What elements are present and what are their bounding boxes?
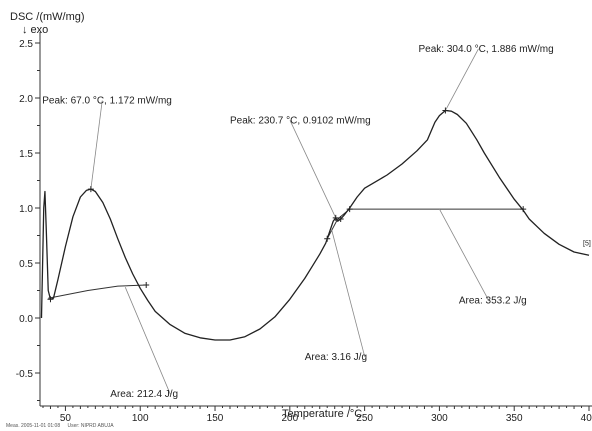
y-axis-title: DSC /(mW/mg)	[10, 11, 85, 23]
area-1-label-leader	[124, 287, 171, 395]
y-tick-label: 2.5	[19, 39, 33, 50]
y-tick-label: 1.0	[19, 204, 33, 215]
curve-marker	[520, 206, 527, 213]
curve-tag: [5]	[583, 240, 591, 247]
y-tick-label: 2.0	[19, 94, 33, 105]
y-tick-label: 1.5	[19, 149, 33, 160]
y-tick-label: 0.0	[19, 314, 33, 325]
area-2-label: Area: 3.16 J/g	[305, 352, 367, 363]
x-tick-label: 50	[60, 413, 72, 424]
peak-2-label: Peak: 230.7 °C, 0.9102 mW/mg	[230, 115, 371, 126]
x-tick-label: 300	[431, 413, 448, 424]
baseline-1	[48, 284, 147, 299]
x-axis-title: Temperature /°C	[282, 408, 363, 420]
area-3-label: Area: 353.2 J/g	[459, 296, 527, 307]
peak-2-label-leader	[289, 120, 337, 219]
x-tick-label: 400	[581, 413, 592, 424]
curve-marker	[346, 206, 353, 213]
footer-meta: Meas. 2005-11-01 01:08 User: NIPRD ABUJA	[6, 423, 120, 429]
y-tick-label: -0.5	[16, 369, 34, 380]
footer-user: User: NIPRD ABUJA	[67, 423, 114, 429]
curve-marker	[332, 214, 339, 221]
curve-marker	[337, 216, 344, 222]
peak-3-label-leader	[445, 48, 479, 111]
area-1-label: Area: 212.4 J/g	[110, 389, 178, 400]
x-tick-label: 250	[356, 413, 373, 424]
curve-marker	[87, 186, 94, 193]
peak-1-label-leader	[90, 100, 103, 190]
peak-3-label: Peak: 304.0 °C, 1.886 mW/mg	[418, 44, 553, 55]
area-2-label-leader	[331, 229, 366, 357]
curve-marker	[47, 296, 54, 303]
area-3-label-leader	[439, 208, 490, 301]
x-tick-label: 200	[281, 413, 298, 424]
exo-indicator: ↓ exo	[22, 24, 49, 36]
x-tick-label: 100	[132, 413, 149, 424]
baseline-3	[337, 208, 524, 220]
x-tick-label: 150	[207, 413, 224, 424]
x-tick-label: 350	[506, 413, 523, 424]
y-tick-label: 0.5	[19, 259, 33, 270]
curve-marker	[324, 235, 331, 242]
curve-marker	[143, 282, 150, 288]
dsc-curve	[40, 109, 590, 341]
footer-project: Meas. 2005-11-01 01:08	[6, 423, 61, 429]
curve-marker	[442, 107, 449, 114]
peak-1-label: Peak: 67.0 °C, 1.172 mW/mg	[42, 96, 172, 107]
